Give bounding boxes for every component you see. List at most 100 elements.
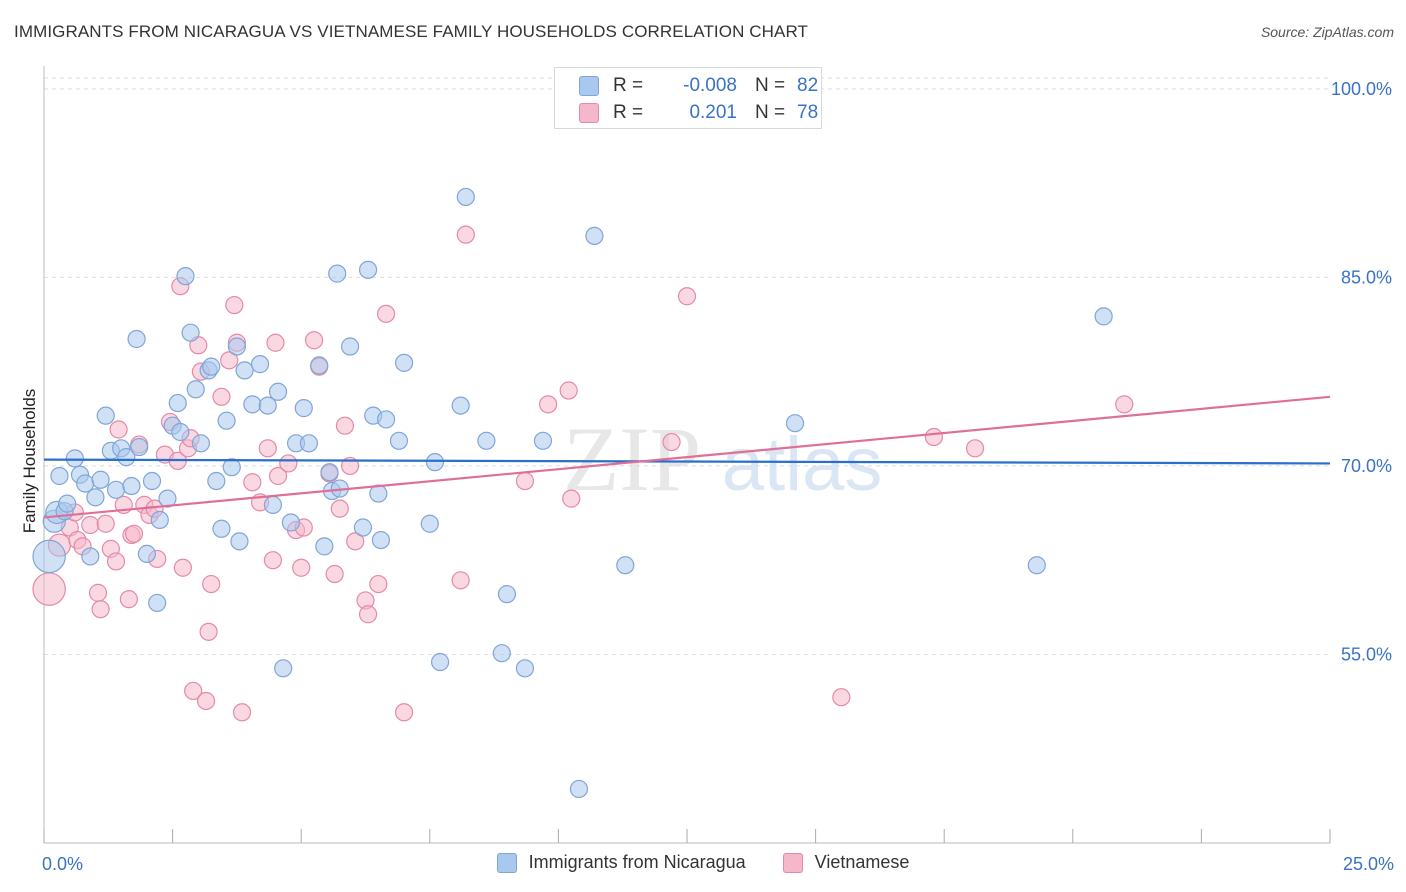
nicaragua-point bbox=[310, 356, 329, 375]
nicaragua-point bbox=[230, 532, 249, 551]
nicaragua-point bbox=[394, 353, 414, 372]
nicaragua-point bbox=[212, 519, 231, 538]
nicaragua-point bbox=[243, 395, 262, 414]
nicaragua-point bbox=[258, 396, 277, 415]
nicaragua-point bbox=[142, 471, 162, 491]
r-label: R = bbox=[613, 75, 644, 96]
legend-item-nicaragua: Immigrants from Nicaragua bbox=[496, 852, 746, 873]
nicaragua-point bbox=[96, 406, 115, 425]
y-axis-label-wrap: Family Households bbox=[0, 0, 60, 892]
nicaragua-point bbox=[569, 779, 589, 799]
x-tick-label: 25.0% bbox=[1343, 854, 1394, 874]
legend-label-nicaragua: Immigrants from Nicaragua bbox=[528, 852, 746, 872]
vietnamese-point bbox=[965, 439, 985, 458]
y-axis-label: Family Households bbox=[20, 388, 39, 534]
correlation-legend: R = -0.008 N = 82 R = 0.201 N = 78 bbox=[554, 67, 822, 129]
nicaragua-point bbox=[785, 414, 805, 433]
vietnamese-point bbox=[335, 416, 355, 435]
legend-swatch-nicaragua bbox=[496, 852, 517, 873]
nicaragua-point bbox=[86, 488, 105, 507]
vietnamese-point bbox=[124, 524, 144, 543]
nicaragua-point bbox=[451, 396, 470, 415]
nicaragua-point bbox=[222, 458, 241, 477]
n-label: N = bbox=[755, 75, 786, 96]
nicaragua-point bbox=[456, 187, 475, 207]
vietnamese-point bbox=[279, 454, 298, 473]
nicaragua-point bbox=[250, 355, 270, 374]
nicaragua-point bbox=[320, 463, 339, 482]
nicaragua-point bbox=[585, 226, 604, 246]
n-value: 82 bbox=[797, 75, 819, 96]
vietnamese-point bbox=[268, 466, 288, 486]
vietnamese-point bbox=[202, 574, 221, 594]
y-tick-label: 100.0% bbox=[1331, 79, 1392, 99]
vietnamese-point bbox=[212, 387, 231, 406]
y-tick-label: 70.0% bbox=[1341, 456, 1392, 476]
nicaragua-point bbox=[127, 329, 146, 349]
legend-row-vietnamese: R = 0.201 N = 78 bbox=[579, 99, 818, 127]
vietnamese-point bbox=[539, 395, 558, 414]
n-label: N = bbox=[755, 102, 786, 123]
nicaragua-point bbox=[425, 453, 445, 472]
vietnamese-point bbox=[662, 432, 681, 452]
vietnamese-point bbox=[325, 564, 344, 584]
watermark-zip: ZIP bbox=[563, 408, 701, 510]
nicaragua-point bbox=[202, 357, 221, 376]
nicaragua-point bbox=[328, 264, 347, 283]
vietnamese-point bbox=[225, 295, 244, 315]
vietnamese-point bbox=[358, 605, 378, 624]
nicaragua-point bbox=[130, 437, 149, 457]
vietnamese-point bbox=[199, 622, 218, 641]
vietnamese-point bbox=[562, 489, 581, 508]
nicaragua-point bbox=[358, 260, 378, 279]
vietnamese-point bbox=[394, 703, 414, 722]
vietnamese-point bbox=[91, 600, 110, 619]
tick-labels: 55.0% 70.0% 85.0% 100.0% 0.0% 25.0% bbox=[42, 79, 1394, 874]
nicaragua-point bbox=[315, 537, 334, 556]
vietnamese-point bbox=[263, 551, 283, 570]
nicaragua-point bbox=[268, 382, 288, 401]
vietnamese-point bbox=[456, 225, 475, 244]
vietnamese-point bbox=[106, 552, 126, 571]
nicaragua-point bbox=[171, 422, 190, 442]
vietnamese-point bbox=[258, 439, 277, 458]
vietnamese-point bbox=[369, 574, 388, 594]
vietnamese-point bbox=[559, 381, 578, 400]
nicaragua-point bbox=[137, 544, 156, 564]
nicaragua-point bbox=[65, 449, 84, 468]
vietnamese-point bbox=[304, 331, 324, 350]
nicaragua-point bbox=[389, 431, 409, 450]
nicaragua-point bbox=[353, 518, 373, 537]
legend-swatch-vietnamese bbox=[782, 852, 803, 873]
vietnamese-point bbox=[81, 515, 100, 535]
vietnamese-point bbox=[220, 351, 239, 370]
vietnamese-point bbox=[232, 703, 252, 722]
vietnamese-point bbox=[243, 473, 262, 492]
nicaragua-point bbox=[81, 547, 100, 566]
nicaragua-point bbox=[497, 585, 517, 604]
nicaragua-point bbox=[181, 323, 200, 342]
nicaragua-point bbox=[299, 434, 319, 453]
legend-swatch-vietnamese bbox=[579, 103, 599, 123]
vietnamese-point bbox=[677, 287, 697, 306]
nicaragua-point bbox=[91, 470, 110, 489]
chart-title: IMMIGRANTS FROM NICARAGUA VS VIETNAMESE … bbox=[14, 22, 809, 41]
nicaragua-point bbox=[340, 337, 360, 356]
nicaragua-point bbox=[186, 380, 205, 399]
vietnamese-point bbox=[119, 590, 138, 609]
legend-row-nicaragua: R = -0.008 N = 82 bbox=[579, 72, 818, 100]
nicaragua-point bbox=[294, 399, 313, 418]
nicaragua-point bbox=[477, 431, 496, 450]
vietnamese-point bbox=[330, 499, 349, 518]
vietnamese-point bbox=[1115, 395, 1134, 414]
vietnamese-point bbox=[109, 420, 128, 439]
nicaragua-point bbox=[371, 530, 391, 550]
nicaragua-point bbox=[616, 556, 635, 575]
nicaragua-point bbox=[492, 644, 511, 663]
x-tick-label: 0.0% bbox=[42, 854, 83, 874]
r-value: 0.201 bbox=[689, 102, 737, 123]
axes bbox=[43, 66, 1331, 844]
watermark-atlas: atlas bbox=[722, 422, 883, 507]
nicaragua-trend-line bbox=[43, 458, 1331, 465]
nicaragua-point bbox=[150, 510, 169, 530]
